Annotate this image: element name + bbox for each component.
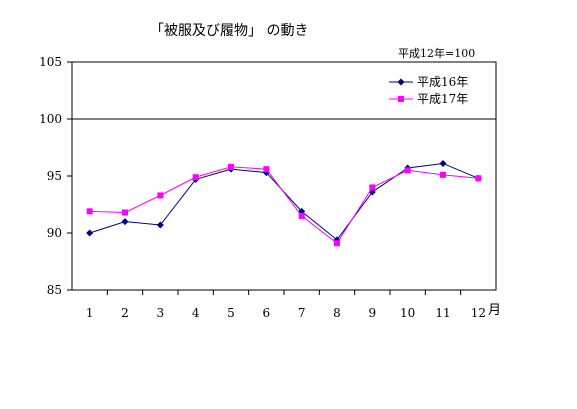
data-point bbox=[228, 163, 234, 170]
x-tick-label: 7 bbox=[298, 306, 306, 320]
data-point bbox=[156, 221, 164, 229]
data-point bbox=[369, 184, 376, 191]
data-point bbox=[334, 240, 340, 247]
data-point bbox=[122, 209, 128, 216]
x-tick-label: 4 bbox=[192, 306, 200, 320]
series-line-2 bbox=[89, 166, 479, 244]
data-point bbox=[475, 175, 482, 182]
data-point bbox=[121, 218, 129, 226]
x-tick-label: 10 bbox=[400, 306, 415, 320]
chart-title: 「被服及び履物」 の動き bbox=[150, 23, 309, 39]
x-tick-label: 5 bbox=[227, 306, 235, 320]
x-tick-label: 11 bbox=[435, 306, 450, 320]
x-tick-label: 8 bbox=[333, 306, 341, 320]
data-point bbox=[298, 212, 305, 219]
legend-marker-1 bbox=[397, 78, 405, 86]
data-point bbox=[86, 208, 93, 215]
x-tick-label: 12 bbox=[471, 306, 486, 320]
y-tick-label: 105 bbox=[39, 55, 62, 69]
legend-marker-2 bbox=[398, 96, 404, 102]
x-tick-label: 2 bbox=[121, 306, 129, 320]
x-tick-label: 6 bbox=[263, 306, 271, 320]
legend-label-2: 平成17年 bbox=[417, 92, 468, 106]
y-tick-label: 90 bbox=[47, 226, 62, 240]
data-point bbox=[192, 174, 199, 181]
data-point bbox=[439, 159, 447, 167]
y-tick-label: 100 bbox=[39, 112, 62, 126]
base-year-note: 平成12年=100 bbox=[398, 47, 476, 60]
x-tick-label: 9 bbox=[369, 306, 377, 320]
legend-label-1: 平成16年 bbox=[417, 75, 468, 89]
data-point bbox=[404, 167, 411, 174]
x-tick-label: 1 bbox=[86, 306, 94, 320]
data-point bbox=[86, 229, 94, 237]
x-axis-unit-label: 月 bbox=[488, 303, 502, 318]
data-point bbox=[263, 166, 270, 173]
data-point bbox=[440, 171, 446, 178]
y-tick-label: 95 bbox=[47, 169, 62, 183]
data-point bbox=[157, 192, 164, 199]
y-tick-label: 85 bbox=[47, 283, 62, 297]
x-tick-label: 3 bbox=[157, 306, 165, 320]
